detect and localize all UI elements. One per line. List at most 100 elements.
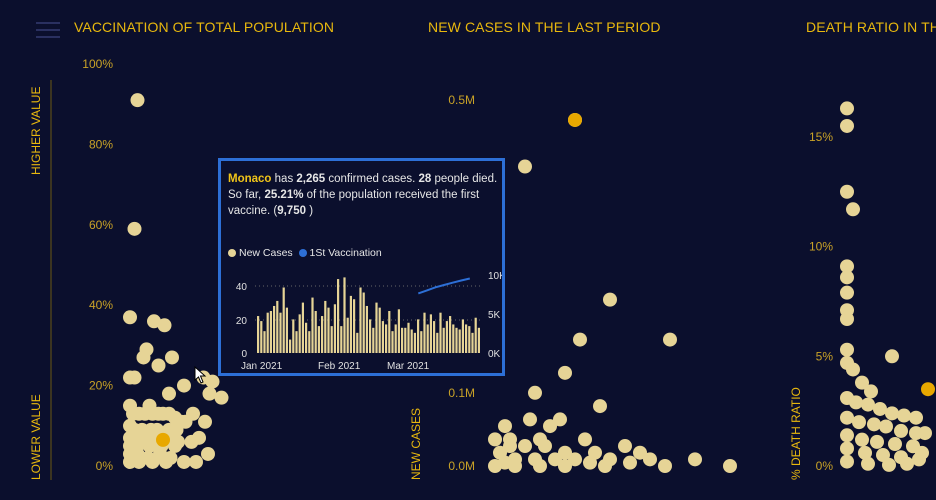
scatter-point[interactable] xyxy=(840,101,854,116)
scatter-point[interactable] xyxy=(518,159,532,174)
scatter-point[interactable] xyxy=(538,439,552,454)
scatter-point[interactable] xyxy=(159,454,173,469)
menu-icon[interactable] xyxy=(36,22,60,42)
scatter-point[interactable] xyxy=(130,93,145,108)
scatter-point[interactable] xyxy=(897,408,911,423)
tooltip-country: Monaco xyxy=(228,173,272,185)
scatter-point[interactable] xyxy=(147,314,161,329)
scatter-point[interactable] xyxy=(151,358,166,373)
scatter-point[interactable] xyxy=(840,285,854,300)
scatter-point[interactable] xyxy=(633,445,647,460)
highlighted-point[interactable] xyxy=(921,382,935,397)
scatter-point[interactable] xyxy=(894,423,908,438)
scatter-point[interactable] xyxy=(150,422,164,437)
highlighted-point[interactable] xyxy=(568,112,582,127)
scatter-point[interactable] xyxy=(855,432,869,447)
scatter-point[interactable] xyxy=(723,459,737,473)
scatter-point[interactable] xyxy=(861,397,875,412)
scatter-point[interactable] xyxy=(623,455,637,470)
scatter-point[interactable] xyxy=(882,457,896,472)
scatter-point[interactable] xyxy=(840,441,854,456)
scatter-point[interactable] xyxy=(132,454,146,469)
scatter-point[interactable] xyxy=(618,439,632,454)
scatter-point[interactable] xyxy=(861,456,875,471)
scatter-point[interactable] xyxy=(136,350,151,365)
scatter-point[interactable] xyxy=(186,406,200,421)
scatter-point[interactable] xyxy=(598,459,612,473)
scatter-point[interactable] xyxy=(202,386,217,401)
scatter-point[interactable] xyxy=(840,454,854,469)
scatter-point[interactable] xyxy=(885,406,899,421)
scatter-point[interactable] xyxy=(189,454,203,469)
scatter-point[interactable] xyxy=(518,439,532,454)
scatter-point[interactable] xyxy=(157,318,172,333)
scatter-point[interactable] xyxy=(123,370,137,385)
scatter-point[interactable] xyxy=(846,362,860,377)
scatter-point[interactable] xyxy=(583,455,597,470)
scatter-point[interactable] xyxy=(205,374,220,389)
scatter-point[interactable] xyxy=(553,412,567,427)
scatter-point[interactable] xyxy=(123,310,137,325)
scatter-point[interactable] xyxy=(840,312,854,327)
scatter-point[interactable] xyxy=(852,415,866,430)
scatter-point[interactable] xyxy=(145,454,160,469)
scatter-point[interactable] xyxy=(909,410,923,425)
scatter-point[interactable] xyxy=(523,412,537,427)
scatter-point[interactable] xyxy=(879,419,893,434)
scatter-point[interactable] xyxy=(162,386,176,401)
scatter-point[interactable] xyxy=(900,456,914,471)
scatter-point[interactable] xyxy=(663,332,677,347)
scatter-point[interactable] xyxy=(558,445,572,460)
scatter-point[interactable] xyxy=(855,375,869,390)
scatter-point[interactable] xyxy=(488,432,502,447)
scatter-point[interactable] xyxy=(498,455,512,470)
scatter-point[interactable] xyxy=(214,390,229,405)
scatter-point[interactable] xyxy=(846,202,860,217)
scatter-point[interactable] xyxy=(177,454,191,469)
scatter-point[interactable] xyxy=(558,459,572,473)
scatter-point[interactable] xyxy=(840,342,854,357)
scatter-point[interactable] xyxy=(688,452,702,467)
scatter-point[interactable] xyxy=(840,428,854,443)
scatter-point[interactable] xyxy=(849,395,863,410)
scatter-point[interactable] xyxy=(533,459,547,473)
scatter-point[interactable] xyxy=(864,384,878,399)
scatter-point[interactable] xyxy=(192,430,206,445)
scatter-point[interactable] xyxy=(658,459,672,473)
scatter-point[interactable] xyxy=(165,350,179,365)
scatter-point[interactable] xyxy=(603,292,617,307)
scatter-point[interactable] xyxy=(198,414,212,429)
scatter-point[interactable] xyxy=(858,445,872,460)
scatter-point[interactable] xyxy=(593,399,607,414)
scatter-point[interactable] xyxy=(643,452,657,467)
scatter-point[interactable] xyxy=(915,445,929,460)
scatter-point[interactable] xyxy=(142,438,157,453)
scatter-point[interactable] xyxy=(498,419,512,434)
scatter-point[interactable] xyxy=(127,221,142,236)
scatter-point[interactable] xyxy=(548,452,562,467)
scatter-point[interactable] xyxy=(169,422,184,437)
scatter-point[interactable] xyxy=(568,452,582,467)
scatter-point[interactable] xyxy=(168,438,182,453)
scatter-point[interactable] xyxy=(503,439,517,454)
highlighted-point[interactable] xyxy=(156,432,170,447)
scatter-point[interactable] xyxy=(201,446,215,461)
scatter-point[interactable] xyxy=(528,385,542,400)
scatter-point[interactable] xyxy=(177,378,191,393)
scatter-point[interactable] xyxy=(840,118,854,133)
scatter-point[interactable] xyxy=(873,401,887,416)
scatter-point[interactable] xyxy=(578,432,592,447)
scatter-point[interactable] xyxy=(867,417,881,432)
scatter-point[interactable] xyxy=(573,332,587,347)
scatter-point[interactable] xyxy=(885,349,899,364)
scatter-point[interactable] xyxy=(840,410,854,425)
scatter-point[interactable] xyxy=(558,365,572,380)
panel-2-title: NEW CASES IN THE LAST PERIOD xyxy=(428,19,661,35)
scatter-point[interactable] xyxy=(870,434,884,449)
scatter-point[interactable] xyxy=(840,259,854,274)
scatter-point[interactable] xyxy=(543,419,557,434)
scatter-point[interactable] xyxy=(840,270,854,285)
scatter-point[interactable] xyxy=(888,437,902,452)
scatter-point[interactable] xyxy=(918,426,932,441)
scatter-point[interactable] xyxy=(840,184,854,199)
